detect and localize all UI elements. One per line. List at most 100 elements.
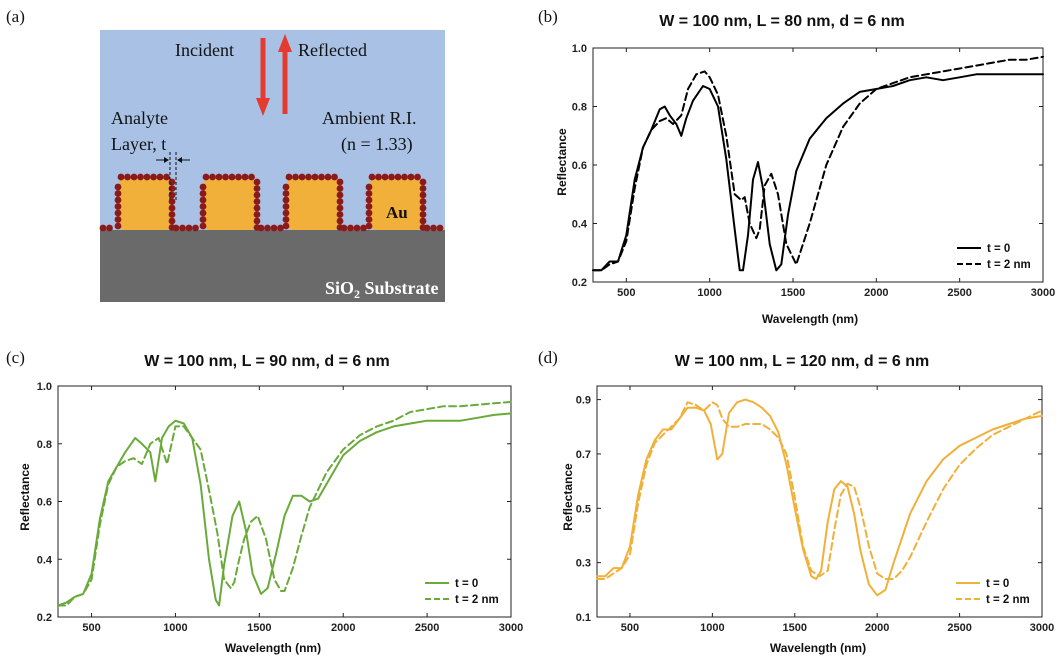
- thickness-indicator: [156, 152, 190, 200]
- x-tick-label: 2000: [864, 287, 888, 299]
- analyte-molecule: [285, 173, 293, 181]
- analyte-molecule: [253, 198, 261, 205]
- y-tick-label: 0.2: [37, 612, 52, 624]
- analyte-molecule: [117, 173, 125, 181]
- legend-label: t = 2 nm: [987, 259, 1031, 271]
- analyte-molecule: [199, 183, 207, 191]
- analyte-molecule: [199, 196, 207, 204]
- panel-c: (c) W = 100 nm, L = 90 nm, d = 6 nm Wave…: [6, 348, 523, 655]
- analyte-molecule: [292, 173, 299, 181]
- analyte-molecule: [143, 173, 151, 181]
- analyte-molecule: [222, 173, 229, 181]
- analyte-molecule: [365, 183, 373, 191]
- analyte-molecule: [381, 173, 389, 181]
- substrate-label: SiO2 Substrate: [325, 278, 439, 301]
- x-tick-label: 1000: [163, 622, 187, 634]
- x-tick-label: 500: [621, 622, 639, 634]
- analyte-molecule: [353, 224, 361, 232]
- analyte-molecule: [202, 173, 210, 181]
- y-tick-label: 0.8: [572, 102, 587, 114]
- reflected-label: Reflected: [298, 40, 367, 60]
- y-axis-label-c: Reflectance: [18, 463, 32, 531]
- analyte-molecule: [336, 185, 344, 192]
- analyte-molecule: [253, 185, 261, 192]
- x-tick-label: 3000: [1031, 287, 1055, 299]
- plot-area-b: 500 1000 1500 2000 2500 3000 0.2 0.4 0.6 0.8 1.0 t …: [572, 43, 1056, 299]
- analyte-molecule: [436, 224, 444, 232]
- arrow-up-icon: [278, 34, 292, 114]
- analyte-molecule: [282, 196, 290, 204]
- analyte-molecules: [99, 173, 444, 232]
- gold-pillar: [287, 178, 339, 230]
- gold-pillar: [204, 178, 256, 230]
- analyte-molecule: [192, 224, 199, 232]
- analyte-molecule: [199, 222, 207, 230]
- x-axis-label-d: Wavelength (nm): [770, 641, 866, 655]
- analyte-molecule: [282, 190, 290, 197]
- analyte-molecule: [423, 224, 431, 232]
- panel-a: (a) Incident Reflected Analyte Layer, t …: [6, 7, 445, 302]
- analyte-molecule: [253, 191, 261, 199]
- x-tick-label: 1000: [697, 287, 721, 299]
- analyte-molecule: [419, 217, 427, 225]
- y-tick-label: 0.8: [37, 439, 52, 451]
- analyte-molecule: [257, 224, 265, 232]
- x-tick-label: 1500: [247, 622, 271, 634]
- analyte-molecule: [388, 173, 395, 181]
- analyte-molecule: [114, 183, 122, 191]
- x-axis-label-c: Wavelength (nm): [225, 641, 321, 655]
- analyte-molecule: [199, 190, 207, 197]
- analyte-molecule: [114, 216, 122, 223]
- analyte-molecule: [336, 211, 344, 218]
- x-axis-label-b: Wavelength (nm): [762, 312, 858, 326]
- analyte-molecule: [253, 217, 261, 225]
- substrate-region: [100, 230, 445, 302]
- analyte-molecule: [168, 211, 176, 218]
- analyte-molecule: [365, 203, 373, 210]
- analyte-molecule: [114, 196, 122, 204]
- y-tick-label: 0.3: [576, 558, 591, 570]
- y-tick-label: 0.1: [576, 612, 591, 624]
- panel-d: (d) W = 100 nm, L = 120 nm, d = 6 nm Wav…: [538, 348, 1054, 655]
- legend-label: t = 2 nm: [986, 594, 1030, 606]
- analyte-molecule: [331, 173, 338, 181]
- x-tick-label: 500: [82, 622, 100, 634]
- y-tick-label: 0.4: [37, 554, 53, 566]
- analyte-molecule: [336, 204, 344, 212]
- legend-label: t = 0: [455, 578, 478, 590]
- y-axis-label-b: Reflectance: [555, 128, 569, 196]
- x-tick-label: 500: [617, 287, 635, 299]
- panel-label-b: (b): [538, 7, 558, 26]
- x-tick-label: 2500: [947, 622, 971, 634]
- analyte-molecule: [394, 173, 402, 181]
- series-line-t2nm: [596, 401, 1043, 580]
- analyte-molecule: [150, 173, 157, 181]
- plot-area-d: 500 1000 1500 2000 2500 3000 0.1 0.3 0.5 0.7 0.9 t …: [576, 385, 1054, 634]
- panel-b: (b) W = 100 nm, L = 80 nm, d = 6 nm Wave…: [538, 7, 1055, 326]
- gold-pillar: [119, 178, 171, 230]
- series-line-t2nm: [592, 55, 1044, 272]
- analyte-molecule: [215, 173, 223, 181]
- y-axis-label-d: Reflectance: [561, 463, 575, 531]
- analyte-molecule: [419, 204, 427, 212]
- series-line-t2nm: [57, 400, 512, 607]
- analyte-molecule: [168, 185, 176, 192]
- arrow-down-icon: [256, 38, 270, 116]
- y-tick-label: 1.0: [37, 381, 52, 393]
- x-tick-label: 2000: [865, 622, 889, 634]
- analyte-molecule: [419, 191, 427, 199]
- analyte-molecule: [298, 173, 306, 181]
- x-tick-label: 2500: [947, 287, 971, 299]
- analyte-molecule: [414, 173, 421, 181]
- analyte-molecule: [419, 211, 427, 218]
- x-tick-label: 1000: [700, 622, 724, 634]
- analyte-molecule: [241, 173, 249, 181]
- analyte-molecule: [163, 173, 170, 181]
- analyte-molecule: [228, 173, 236, 181]
- analyte-molecule: [318, 173, 325, 181]
- analyte-molecule: [419, 178, 427, 186]
- analyte-molecule: [340, 224, 348, 232]
- analyte-molecule: [365, 216, 373, 223]
- x-tick-label: 2000: [331, 622, 355, 634]
- series-line-t0: [596, 398, 1043, 597]
